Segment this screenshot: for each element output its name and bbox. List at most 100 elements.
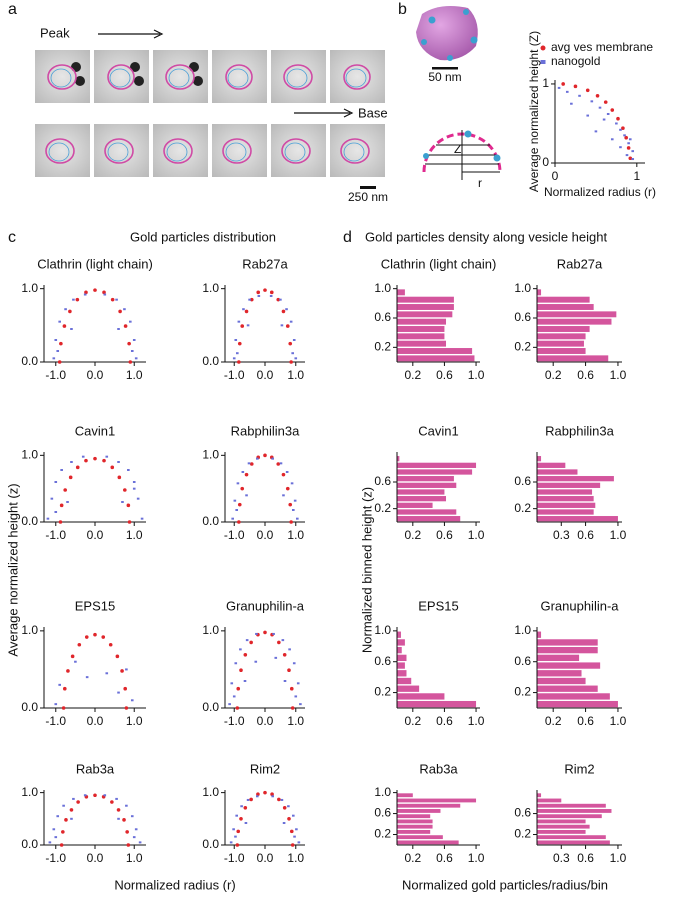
point: [236, 829, 241, 834]
bar: [537, 693, 610, 700]
point: [230, 682, 234, 685]
point: [105, 672, 109, 675]
point: [46, 517, 50, 520]
point: [54, 511, 58, 513]
point: [52, 828, 56, 831]
chart-title: Rab27a: [242, 256, 288, 271]
bar: [537, 318, 612, 325]
dense-granule: [134, 76, 144, 86]
point: [285, 471, 289, 473]
point: [586, 114, 590, 117]
bar: [397, 798, 477, 803]
point: [610, 108, 615, 112]
arrow-head: [153, 29, 164, 39]
point: [621, 126, 625, 131]
point: [240, 324, 245, 328]
point: [237, 502, 242, 507]
point: [134, 828, 138, 831]
scale-bar-label: 250 nm: [348, 190, 388, 204]
chart-title: Clathrin (light chain): [381, 256, 497, 271]
x-tick-label: 1.0: [468, 368, 485, 382]
point: [292, 509, 295, 511]
bar: [537, 639, 598, 646]
point: [244, 822, 248, 824]
x-tick-label: 0.6: [436, 368, 453, 382]
y-tick-label: 0.0: [202, 700, 219, 714]
point: [282, 822, 286, 824]
point: [132, 836, 136, 839]
point: [285, 486, 290, 491]
point: [616, 116, 620, 121]
point: [295, 828, 298, 831]
y-tick-label: 0.0: [202, 837, 219, 851]
point: [102, 458, 106, 463]
y-tick-label: 0.6: [374, 806, 391, 820]
micrograph: [212, 124, 267, 177]
x-tick-label: 0.3: [553, 528, 570, 542]
point: [102, 290, 106, 295]
point: [132, 487, 136, 490]
point: [115, 298, 118, 301]
vesicle-outline: [45, 138, 75, 164]
bar: [397, 489, 445, 495]
bar: [537, 516, 618, 522]
point: [585, 88, 590, 93]
point: [236, 482, 240, 485]
y-tick-label: 0.6: [374, 310, 391, 324]
bar: [537, 798, 562, 803]
x-tick-label: 1.0: [126, 528, 143, 542]
x-tick-label: -1.0: [45, 368, 66, 382]
point: [281, 472, 286, 477]
point: [75, 465, 80, 470]
point: [232, 357, 236, 360]
point: [234, 339, 238, 341]
point: [289, 686, 294, 691]
bar: [537, 326, 590, 332]
point: [280, 324, 284, 327]
bar: [537, 469, 578, 475]
point: [130, 815, 134, 818]
point: [103, 794, 107, 797]
point: [63, 488, 67, 492]
point: [282, 652, 287, 657]
x-tick-label: -1.0: [224, 528, 245, 542]
point: [249, 640, 253, 645]
point: [61, 830, 65, 834]
point: [283, 680, 287, 682]
bar: [397, 482, 457, 488]
point: [610, 138, 614, 141]
point: [606, 112, 610, 115]
panel-label: a: [8, 1, 17, 18]
point: [54, 703, 58, 706]
panel-heading: Gold particles density along vesicle hei…: [365, 229, 607, 244]
x-tick-label: 0.6: [436, 528, 453, 542]
x-tick-label: 0.0: [87, 851, 104, 865]
y-tick-label: 1.0: [202, 785, 219, 799]
x-tick-label: 0.6: [577, 368, 594, 382]
point: [83, 794, 87, 797]
point: [631, 158, 635, 161]
x-tick-label: -1.0: [224, 714, 245, 728]
x-tick-label: 1: [633, 169, 640, 183]
chart-title: Granuphilin-a: [540, 598, 619, 613]
point: [101, 635, 106, 639]
point: [126, 503, 131, 508]
x-tick-label: 1.0: [610, 714, 627, 728]
bar: [537, 296, 590, 303]
point: [125, 830, 129, 834]
point: [54, 481, 58, 483]
point: [234, 662, 238, 665]
vesicle-outline: [222, 138, 252, 164]
point: [132, 339, 136, 341]
nanogold-dot: [463, 9, 469, 15]
chart-title: Rabphilin3a: [545, 423, 614, 438]
point: [565, 90, 569, 93]
point: [132, 481, 136, 483]
point: [76, 800, 80, 804]
point: [290, 482, 294, 485]
x-tick-label: 1.0: [126, 851, 143, 865]
scale-bar-label: 50 nm: [428, 70, 461, 84]
bar: [537, 509, 594, 515]
x-tick-label: 1.0: [287, 368, 304, 382]
y-tick-label: 0.6: [374, 474, 391, 488]
